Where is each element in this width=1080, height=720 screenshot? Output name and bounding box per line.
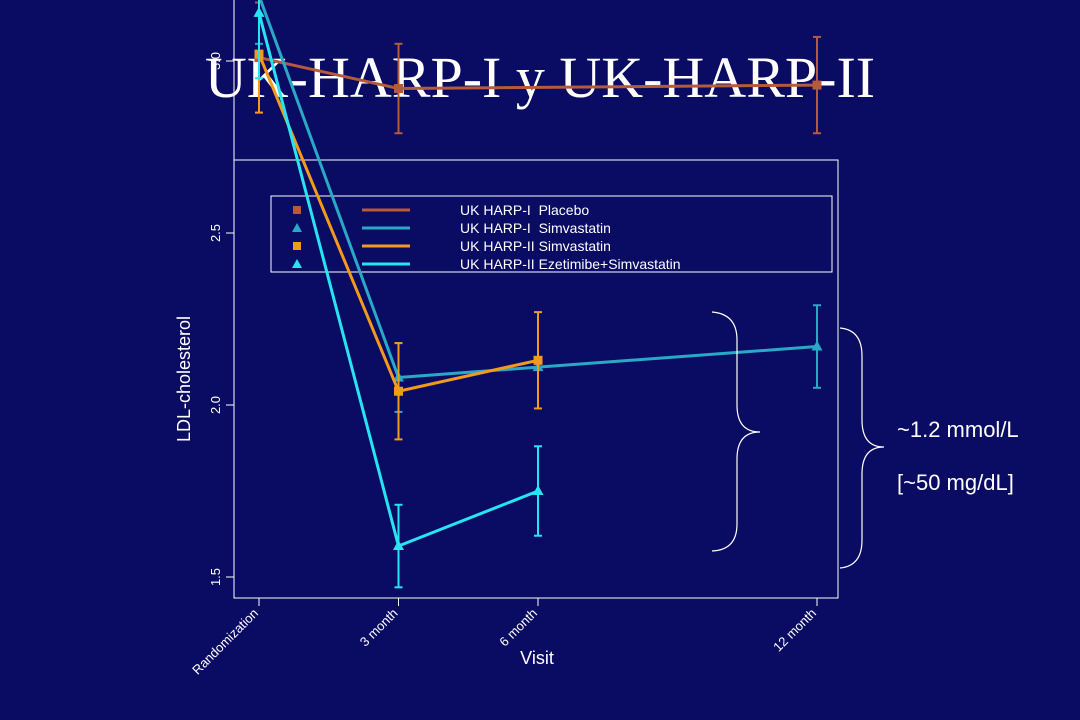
data-point-triangle <box>393 540 404 551</box>
legend: UK HARP-I Placebo UK HARP-I Simvastatin UK… <box>270 195 833 273</box>
data-point-triangle <box>811 340 823 351</box>
legend-marker-triangle <box>292 223 302 232</box>
outer-brace <box>839 327 885 569</box>
legend-label: UK HARP-I Placebo <box>460 202 589 218</box>
x-tick-label: 12 month <box>770 606 819 655</box>
legend-marker-square <box>293 242 301 250</box>
x-tick-label: Randomization <box>189 606 261 678</box>
y-tick-label: 2.0 <box>208 396 223 414</box>
series-4 <box>253 0 544 589</box>
inner-brace <box>711 311 761 552</box>
y-tick-label: 2.5 <box>208 224 223 242</box>
axes: 1.52.02.53.03.5LDL-cholesterolRandomizat… <box>174 0 819 677</box>
legend-label: UK HARP-II Simvastatin <box>460 238 611 254</box>
series-1 <box>254 1 822 135</box>
legend-marker-triangle <box>292 259 302 268</box>
data-point-triangle <box>532 485 544 495</box>
y-axis-title: LDL-cholesterol <box>174 316 194 442</box>
data-point-square <box>533 355 543 365</box>
braces <box>711 311 885 569</box>
x-tick-label: 3 month <box>357 606 401 650</box>
series-layer <box>253 0 823 589</box>
y-tick-label: 3.0 <box>208 52 223 70</box>
data-point-triangle <box>253 6 265 17</box>
legend-label: UK HARP-II Ezetimibe+Simvastatin <box>460 256 681 272</box>
series-line <box>258 56 818 91</box>
x-axis-title: Visit <box>520 648 554 668</box>
legend-box <box>270 195 833 273</box>
y-tick-label: 1.5 <box>208 568 223 586</box>
data-point-square <box>812 80 822 90</box>
series-line <box>258 0 818 379</box>
data-point-square <box>394 84 403 94</box>
annotation-mgdl: [~50 mg/dL] <box>897 470 1014 495</box>
data-point-square <box>394 386 403 396</box>
legend-marker-square <box>293 206 301 214</box>
x-tick-label: 6 month <box>496 606 540 650</box>
slide-title: UK-HARP-I y UK-HARP-II <box>204 45 876 110</box>
annotation-mmol: ~1.2 mmol/L <box>897 417 1019 442</box>
legend-label: UK HARP-I Simvastatin <box>460 220 611 236</box>
